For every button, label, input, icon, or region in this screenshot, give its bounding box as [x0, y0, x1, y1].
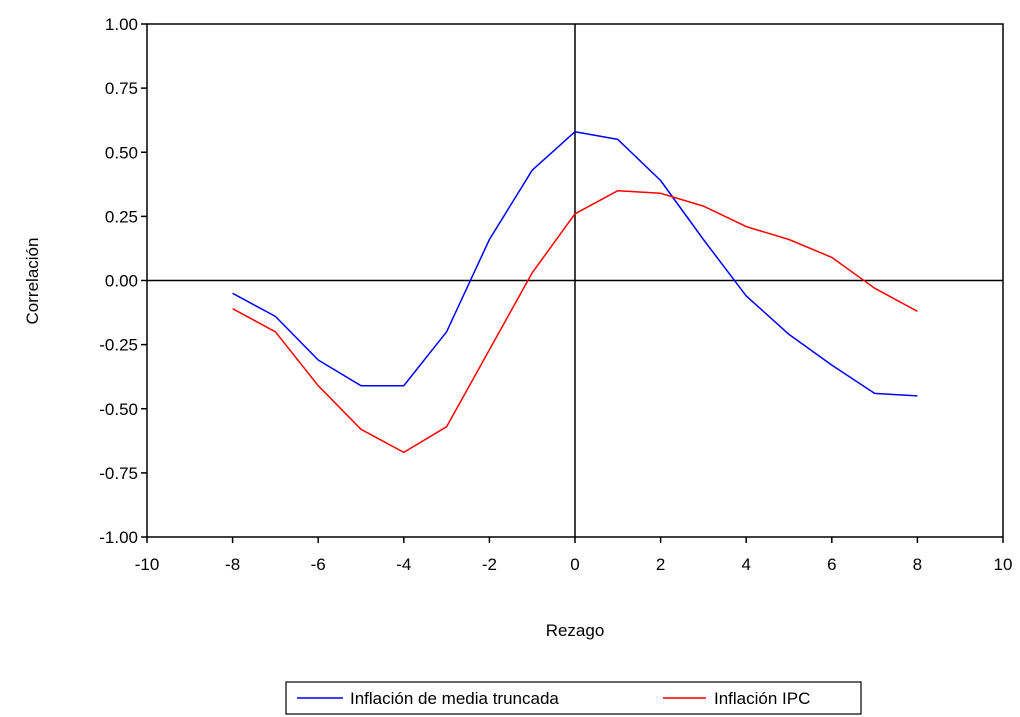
x-tick-label: 2	[656, 555, 665, 574]
legend-box	[285, 681, 862, 715]
y-tick-label: 1.00	[105, 15, 138, 34]
x-tick-label: 4	[741, 555, 750, 574]
y-axis-ticks: 1.00 0.75 0.50 0.25 0.00 -0.25 -0.50 -0.75 -1.00	[99, 15, 147, 547]
y-tick-label: -1.00	[99, 528, 138, 547]
x-tick-label: -4	[396, 555, 411, 574]
x-axis-title: Rezago	[546, 621, 605, 640]
x-tick-label: 0	[570, 555, 579, 574]
series-line-1	[232, 189, 918, 454]
x-axis-ticks: -10 -8 -6 -4 -2 0 2 4 6 8 10	[135, 537, 1013, 574]
y-tick-label: -0.75	[99, 464, 138, 483]
x-tick-label: -8	[225, 555, 240, 574]
y-tick-label: -0.25	[99, 336, 138, 355]
legend-label-0: Inflación de media truncada	[350, 689, 559, 708]
x-tick-label: 8	[913, 555, 922, 574]
legend-label-1: Inflación IPC	[714, 689, 810, 708]
series-layer	[232, 130, 918, 454]
legend: Inflación de media truncada Inflación IP…	[285, 681, 862, 715]
x-tick-label: -2	[482, 555, 497, 574]
series-line-0	[232, 130, 918, 397]
y-tick-label: 0.50	[105, 143, 138, 162]
x-tick-label: 10	[994, 555, 1013, 574]
y-tick-label: 0.75	[105, 79, 138, 98]
x-tick-label: 6	[827, 555, 836, 574]
y-tick-label: -0.50	[99, 400, 138, 419]
y-tick-label: 0.25	[105, 207, 138, 226]
x-tick-label: -10	[135, 555, 160, 574]
y-axis-title: Correlación	[23, 238, 42, 325]
y-tick-label: 0.00	[105, 272, 138, 291]
x-tick-label: -6	[311, 555, 326, 574]
